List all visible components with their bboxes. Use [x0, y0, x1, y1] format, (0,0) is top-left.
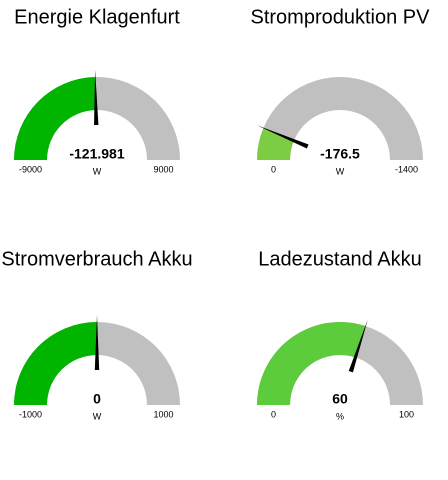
gauge-value: 0 [93, 391, 101, 407]
gauge-fill [14, 77, 96, 160]
gauge-needle [348, 319, 368, 373]
gauge-needle [94, 70, 99, 126]
gauge-title: Stromproduktion PV [251, 6, 431, 28]
gauge-unit: % [336, 411, 344, 421]
tick-label: 0 [271, 409, 276, 419]
gauge-track [257, 77, 423, 160]
tick-label: -1000 [19, 409, 42, 419]
tick-label: -9000 [19, 164, 42, 174]
gauge-fill [14, 322, 97, 405]
gauge: Ladezustand Akku 60% 0 100 [257, 248, 423, 421]
gauge-title: Stromverbrauch Akku [1, 248, 192, 270]
gauge-needle [256, 125, 309, 149]
gauge-unit: W [336, 166, 345, 176]
tick-label: 9000 [153, 164, 173, 174]
gauge-value: -176.5 [320, 146, 360, 162]
gauge-value: 60 [332, 391, 348, 407]
gauge-fill [257, 322, 366, 405]
gauge: Stromverbrauch Akku 0 W -1000 1000 [1, 248, 192, 421]
gauge: Stromproduktion PV -176.5 W 0 -1400 [251, 6, 431, 176]
gauge-unit: W [93, 411, 102, 421]
tick-label: 100 [399, 409, 414, 419]
gauge-needle [94, 315, 100, 370]
gauge-unit: W [93, 166, 102, 176]
gauge-title: Energie Klagenfurt [14, 6, 180, 28]
tick-label: -1400 [395, 164, 418, 174]
gauge-value: -121.981 [69, 146, 124, 162]
gauge-fill [257, 127, 294, 160]
tick-label: 0 [271, 164, 276, 174]
gauge: Energie Klagenfurt -121.981 W -9000 9000 [14, 6, 180, 176]
tick-label: 1000 [153, 409, 173, 419]
gauge-title: Ladezustand Akku [258, 248, 421, 270]
